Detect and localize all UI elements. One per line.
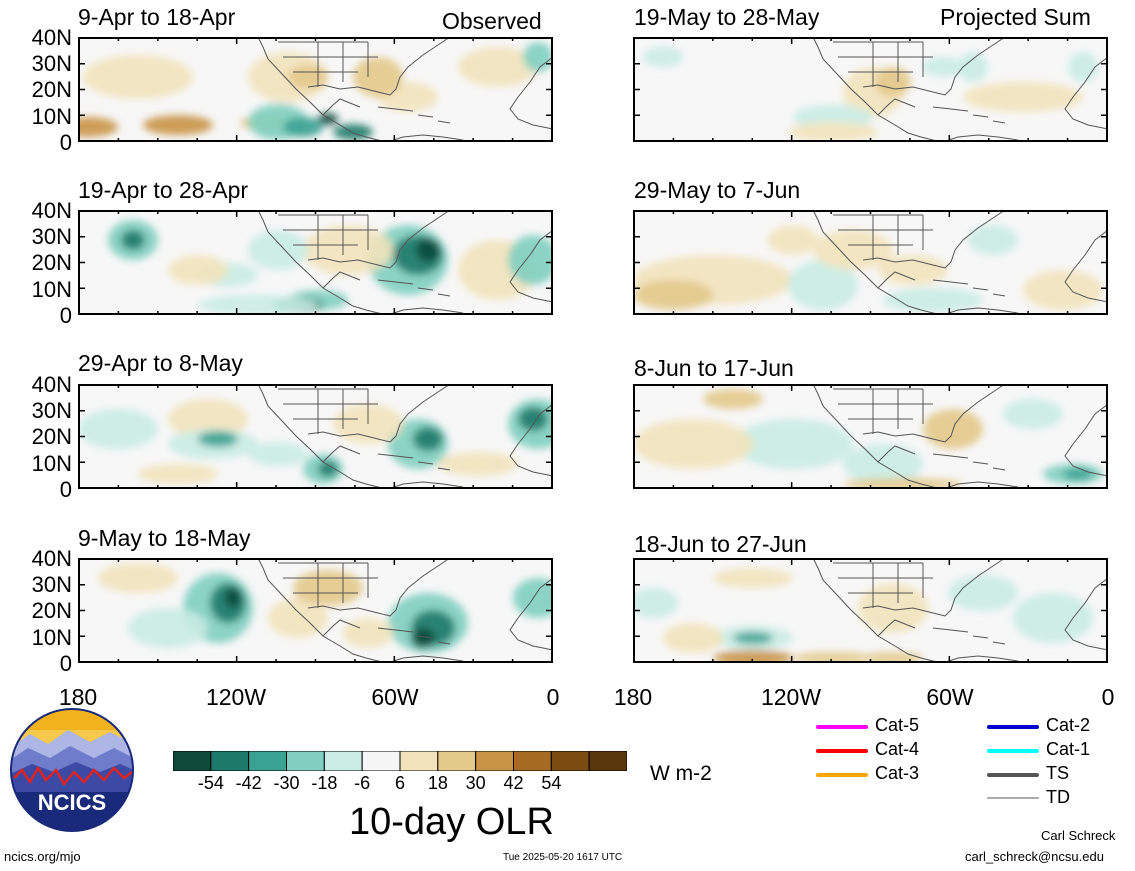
colorbar-swatch-10 — [550, 750, 590, 772]
colorbar-swatch-2 — [248, 750, 287, 772]
panel-title-1: 9-Apr to 18-Apr — [78, 4, 236, 30]
observed-label: Observed — [442, 8, 542, 34]
y-tick-row3-4: 0 — [59, 476, 72, 502]
x-tick-180-left: 180 — [58, 684, 98, 710]
colorbar-swatch-5 — [361, 750, 401, 772]
legend-line-cat-4 — [816, 749, 868, 753]
y-tick-row2-3: 10N — [31, 276, 72, 302]
colorbar-tick-label: -42 — [235, 773, 262, 793]
legend-line-cat-1 — [987, 749, 1039, 753]
colorbar-swatch-0 — [172, 750, 212, 772]
colorbar-units: W m-2 — [650, 762, 712, 785]
x-tick-0-left: 0 — [546, 684, 560, 710]
y-tick-row2-0: 40N — [31, 198, 72, 223]
legend-line-ts — [987, 773, 1039, 777]
legend-label-cat-1: Cat-1 — [1046, 739, 1091, 759]
legend-label-td: TD — [1046, 787, 1070, 807]
colorbar-swatch-9 — [513, 750, 552, 772]
y-tick-row2-4: 0 — [59, 302, 72, 328]
y-tick-row3-1: 30N — [31, 398, 72, 424]
y-tick-row4-3: 10N — [31, 624, 72, 650]
logo-text: NCICS — [38, 790, 106, 815]
panel-title-8: 18-Jun to 27-Jun — [634, 531, 807, 557]
x-tick-0-right: 0 — [1101, 684, 1115, 710]
colorbar-swatch-7 — [437, 750, 477, 772]
legend-label-cat-2: Cat-2 — [1046, 715, 1091, 735]
y-tick-row2-1: 30N — [31, 224, 72, 250]
legend-line-td — [987, 797, 1039, 799]
panel-title-6: 29-May to 7-Jun — [634, 177, 801, 203]
colorbar-tick-label: 18 — [427, 773, 448, 793]
colorbar-tick-label: 54 — [541, 773, 562, 793]
olr-map-projected-1 — [633, 37, 1108, 142]
olr-map-observed-1 — [78, 37, 553, 142]
olr-map-observed-3 — [78, 384, 553, 489]
colorbar-tick-label: -54 — [197, 773, 224, 793]
colorbar-tick-label: 42 — [503, 773, 524, 793]
colorbar-tick-label: -6 — [354, 773, 371, 793]
colorbar-title: 10-day OLR — [349, 801, 554, 843]
olr-map-observed-4 — [78, 558, 553, 663]
y-tick-row3-2: 20N — [31, 424, 72, 450]
y-tick-row4-1: 30N — [31, 572, 72, 598]
y-tick-row4-2: 20N — [31, 598, 72, 624]
x-tick-120w-left: 120W — [205, 684, 267, 710]
panel-title-3: 29-Apr to 8-May — [78, 350, 243, 376]
colorbar — [172, 750, 628, 772]
colorbar-swatch-6 — [399, 750, 439, 772]
footer-timestamp: Tue 2025-05-20 1617 UTC — [503, 852, 623, 863]
y-tick-row1-3: 10N — [31, 103, 72, 129]
footer-url[interactable]: ncics.org/mjo — [4, 849, 81, 864]
y-tick-row2-2: 20N — [31, 250, 72, 276]
legend-line-cat-2 — [987, 725, 1039, 729]
olr-map-observed-2 — [78, 210, 553, 315]
projected-label: Projected Sum — [940, 4, 1091, 30]
colorbar-swatch-11 — [588, 750, 628, 772]
x-tick-60w-right: 60W — [926, 684, 974, 710]
legend-label-cat-3: Cat-3 — [875, 763, 920, 783]
colorbar-tick-label: 30 — [465, 773, 486, 793]
colorbar-swatch-3 — [286, 750, 325, 772]
olr-map-projected-3 — [633, 384, 1108, 489]
panel-title-5: 19-May to 28-May — [634, 4, 820, 30]
panel-title-7: 8-Jun to 17-Jun — [634, 355, 794, 381]
y-tick-row4-0: 40N — [31, 546, 72, 571]
legend-line-cat-5 — [816, 725, 868, 729]
y-tick-row3-3: 10N — [31, 450, 72, 476]
colorbar-swatch-4 — [323, 750, 363, 772]
y-tick-row1-0: 40N — [31, 25, 72, 50]
panel-title-4: 9-May to 18-May — [78, 525, 251, 551]
x-tick-180-right: 180 — [613, 684, 653, 710]
legend-label-cat-4: Cat-4 — [875, 739, 920, 759]
y-tick-row4-4: 0 — [59, 650, 72, 676]
ncics-logo[interactable]: NCICS — [10, 708, 134, 832]
y-tick-row1-2: 20N — [31, 77, 72, 103]
footer-email[interactable]: carl_schreck@ncsu.edu — [965, 849, 1104, 864]
colorbar-tick-label: -18 — [311, 773, 338, 793]
olr-map-projected-2 — [633, 210, 1108, 315]
footer-author: Carl Schreck — [1041, 828, 1116, 843]
legend-line-cat-3 — [816, 773, 868, 777]
y-tick-row3-0: 40N — [31, 372, 72, 397]
y-tick-row1-4: 0 — [59, 129, 72, 155]
colorbar-tick-label: 6 — [394, 773, 406, 793]
colorbar-tick-label: -30 — [273, 773, 300, 793]
colorbar-swatch-8 — [475, 750, 514, 772]
legend-label-ts: TS — [1046, 763, 1070, 783]
y-tick-row1-1: 30N — [31, 51, 72, 77]
x-tick-120w-right: 120W — [760, 684, 822, 710]
panel-title-2: 19-Apr to 28-Apr — [78, 177, 249, 203]
colorbar-swatch-1 — [210, 750, 250, 772]
x-tick-60w-left: 60W — [371, 684, 419, 710]
olr-map-projected-4 — [633, 558, 1108, 663]
legend-label-cat-5: Cat-5 — [875, 715, 920, 735]
